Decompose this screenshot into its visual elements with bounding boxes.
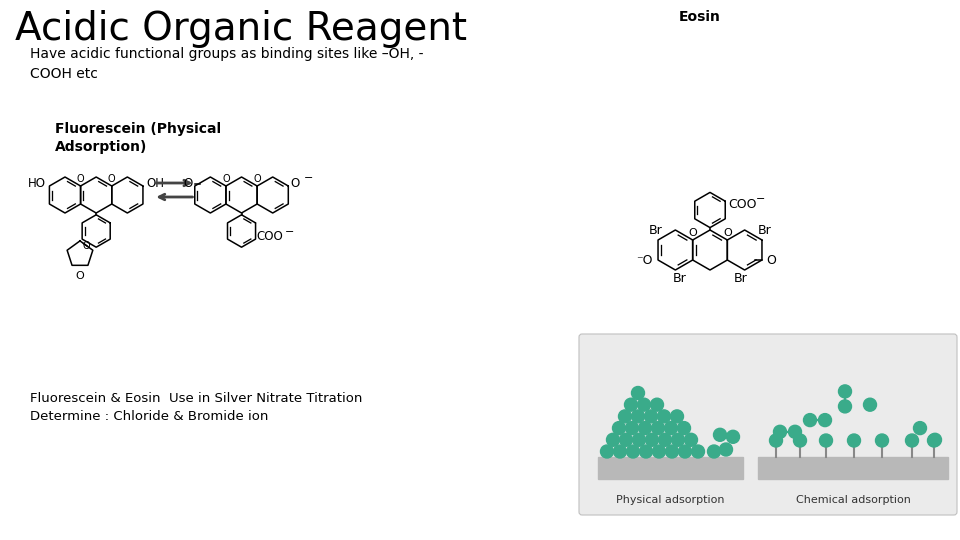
Text: O: O: [253, 174, 261, 184]
Text: O: O: [291, 177, 300, 190]
Text: O: O: [222, 174, 229, 184]
Circle shape: [618, 410, 632, 423]
Text: COO: COO: [728, 198, 756, 211]
Circle shape: [664, 422, 678, 435]
Text: O: O: [767, 253, 777, 267]
Text: Have acidic functional groups as binding sites like –OH, -
COOH etc: Have acidic functional groups as binding…: [30, 47, 423, 80]
Circle shape: [820, 434, 832, 447]
Circle shape: [838, 400, 852, 413]
Circle shape: [651, 398, 663, 411]
Text: Br: Br: [733, 272, 748, 285]
Circle shape: [612, 422, 626, 435]
Text: O: O: [183, 177, 192, 190]
Circle shape: [876, 434, 889, 447]
Text: COO: COO: [257, 230, 283, 243]
Bar: [758, 457, 948, 479]
Circle shape: [659, 433, 671, 446]
Text: O: O: [688, 228, 697, 238]
Circle shape: [644, 410, 658, 423]
Text: −: −: [303, 173, 313, 183]
Text: Acidic Organic Reagent: Acidic Organic Reagent: [15, 10, 467, 48]
Circle shape: [607, 433, 619, 446]
Text: Br: Br: [649, 225, 662, 238]
Text: O: O: [76, 271, 84, 281]
Circle shape: [627, 445, 639, 458]
Circle shape: [638, 422, 652, 435]
Circle shape: [848, 434, 860, 447]
Circle shape: [794, 434, 806, 447]
Text: O: O: [77, 174, 84, 184]
Circle shape: [670, 410, 684, 423]
Bar: [598, 457, 743, 479]
Circle shape: [727, 430, 739, 443]
Circle shape: [927, 434, 941, 447]
Circle shape: [637, 398, 651, 411]
Text: Eosin: Eosin: [679, 10, 721, 24]
Circle shape: [713, 428, 727, 441]
FancyBboxPatch shape: [579, 334, 957, 515]
Circle shape: [678, 422, 690, 435]
Circle shape: [788, 426, 802, 438]
Text: ⁻O: ⁻O: [636, 253, 653, 267]
Circle shape: [653, 445, 665, 458]
Text: OH: OH: [146, 177, 164, 190]
Circle shape: [665, 445, 679, 458]
Circle shape: [804, 414, 817, 427]
Text: Fluorescein (Physical
Adsorption): Fluorescein (Physical Adsorption): [55, 122, 221, 154]
Text: O: O: [108, 174, 115, 184]
Circle shape: [645, 433, 659, 446]
Circle shape: [632, 410, 644, 423]
Circle shape: [928, 433, 942, 446]
Circle shape: [658, 410, 670, 423]
Circle shape: [613, 445, 627, 458]
Text: Physical adsorption: Physical adsorption: [616, 495, 725, 505]
Text: Fluorescein & Eosin  Use in Silver Nitrate Titration
Determine : Chloride & Brom: Fluorescein & Eosin Use in Silver Nitrat…: [30, 392, 362, 423]
Circle shape: [671, 433, 684, 446]
Text: Chemical adsorption: Chemical adsorption: [796, 495, 910, 505]
Circle shape: [838, 385, 852, 398]
Circle shape: [914, 422, 926, 435]
Text: O: O: [723, 228, 732, 238]
Circle shape: [626, 422, 638, 435]
Circle shape: [863, 398, 876, 411]
Text: Br: Br: [757, 225, 772, 238]
Circle shape: [691, 445, 705, 458]
Circle shape: [708, 445, 721, 458]
Text: Br: Br: [673, 272, 686, 285]
Circle shape: [632, 387, 644, 400]
Text: −: −: [756, 194, 765, 204]
Circle shape: [770, 434, 782, 447]
Text: O: O: [83, 241, 90, 251]
Circle shape: [684, 433, 698, 446]
Circle shape: [679, 445, 691, 458]
Circle shape: [601, 445, 613, 458]
Circle shape: [819, 414, 831, 427]
Circle shape: [719, 443, 732, 456]
Circle shape: [633, 433, 645, 446]
Circle shape: [652, 422, 664, 435]
Circle shape: [639, 445, 653, 458]
Circle shape: [625, 398, 637, 411]
Circle shape: [619, 433, 633, 446]
Text: HO: HO: [28, 177, 46, 190]
Circle shape: [905, 434, 919, 447]
Text: −: −: [285, 227, 294, 238]
Circle shape: [774, 426, 786, 438]
